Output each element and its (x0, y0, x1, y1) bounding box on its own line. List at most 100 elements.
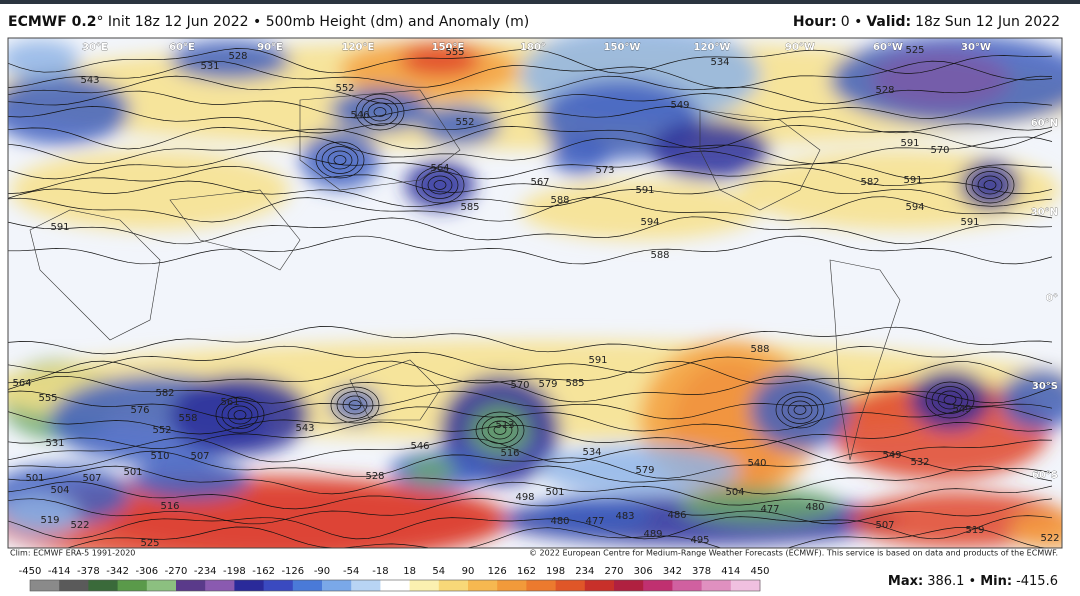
contour-line (8, 165, 1053, 194)
longitude-label: 180° (520, 42, 546, 53)
contour-ring (336, 391, 374, 419)
contour-label: 513 (495, 420, 514, 431)
anomaly-blob (405, 458, 455, 482)
colorbar-swatch (584, 580, 615, 591)
anomaly-blob (130, 460, 250, 500)
map-frame (7, 37, 1063, 549)
contours (8, 48, 1053, 548)
contour-label: 567 (530, 177, 549, 188)
colorbar-swatch (234, 580, 265, 591)
contour-line (8, 465, 1053, 495)
colorbar-tick-label: -306 (135, 566, 158, 577)
contour-label: 591 (900, 138, 919, 149)
max-label: Max: (888, 574, 923, 589)
colorbar-tick-label: 198 (546, 566, 565, 577)
contour-label: 498 (515, 492, 534, 503)
contour-ring (333, 155, 347, 165)
contour-label: 507 (875, 520, 894, 531)
anomaly-blob (170, 40, 290, 80)
min-label: Min: (980, 574, 1012, 589)
contour-ring (348, 400, 362, 410)
contour-label: 549 (952, 404, 971, 415)
contour-label: 477 (760, 504, 779, 515)
contour-ring (787, 400, 813, 420)
anomaly-blob (680, 487, 840, 523)
contour-label: 528 (875, 85, 894, 96)
contour-label: 546 (350, 110, 369, 121)
anomaly-blob (830, 380, 1050, 480)
contour-label: 504 (50, 485, 69, 496)
contour-ring (373, 107, 387, 117)
colorbar-tick-label: -18 (372, 566, 388, 577)
title: ECMWF 0.2° Init 18z 12 Jun 2022 • 500mb … (8, 14, 529, 30)
contour-label: 555 (38, 393, 57, 404)
longitude-label: 60°E (169, 42, 195, 53)
latitude-label: 30°N (1031, 207, 1058, 218)
contour-label: 501 (545, 487, 564, 498)
contour-label: 525 (905, 45, 924, 56)
contour-label: 588 (650, 250, 669, 261)
contour-label: 552 (152, 425, 171, 436)
colorbar-tick-label: 18 (403, 566, 416, 577)
coastline (829, 259, 901, 461)
contour-label: 564 (430, 163, 449, 174)
contour-label: 480 (805, 502, 824, 513)
contour-ring (415, 166, 465, 204)
longitude-label: 90°W (785, 42, 815, 53)
colorbar-swatch (730, 580, 761, 591)
colorbar-swatch (88, 580, 119, 591)
anomaly-blob (8, 495, 80, 535)
map (8, 38, 1062, 548)
contour-line (8, 375, 1053, 404)
colorbar-tick-label: 378 (692, 566, 711, 577)
longitude-label: 150°E (432, 42, 465, 53)
contour-line (8, 421, 1053, 450)
colorbar-swatch (468, 580, 498, 591)
contour-label: 579 (538, 379, 557, 390)
anomaly-blob (530, 497, 650, 533)
coastline (349, 359, 441, 421)
longitude-label: 90°E (257, 42, 283, 53)
contour-line (8, 497, 1053, 525)
contour-line (65, 526, 1050, 548)
hour-label: Hour: (793, 14, 837, 30)
contour-line (8, 150, 1053, 180)
contour-line (8, 90, 1053, 119)
colorbar-tick-label: -126 (281, 566, 304, 577)
colorbar-tick-label: 270 (604, 566, 623, 577)
contour-ring (421, 171, 459, 199)
anomaly-blob (650, 120, 770, 180)
contour-label: 528 (365, 471, 384, 482)
colorbar-tick-label: -198 (223, 566, 246, 577)
contour-ring (315, 141, 365, 179)
contour-line (8, 360, 1053, 386)
contour-ring (330, 386, 380, 424)
colorbar-swatch (146, 580, 177, 591)
contour-label: 591 (960, 217, 979, 228)
contour-line (8, 125, 1053, 150)
contour-line (8, 450, 1053, 479)
colorbar-swatch (380, 580, 411, 591)
contour-line (8, 196, 1053, 223)
contour-ring (487, 420, 513, 440)
anomaly-field (8, 38, 1062, 548)
contour-ring (965, 166, 1015, 204)
contour-label: 522 (1040, 533, 1059, 544)
colorbar-tick-label: -234 (194, 566, 217, 577)
contour-label: 507 (190, 451, 209, 462)
anomaly-blob (400, 44, 480, 76)
title-rest: ° Init 18z 12 Jun 2022 • 500mb Height (d… (96, 14, 529, 30)
contour-label: 591 (50, 222, 69, 233)
colorbar-tick-label: -342 (106, 566, 129, 577)
colorbar-swatch (205, 580, 235, 591)
contour-label: 570 (930, 145, 949, 156)
contour-label: 570 (510, 380, 529, 391)
anomaly-blob (520, 180, 760, 240)
contour-label: 591 (588, 355, 607, 366)
contour-label: 573 (595, 165, 614, 176)
contour-line (8, 326, 1053, 355)
coastlines (29, 89, 901, 461)
anomaly-blob (540, 445, 740, 495)
colorbar-swatch (30, 580, 60, 591)
contour-label: 576 (130, 405, 149, 416)
